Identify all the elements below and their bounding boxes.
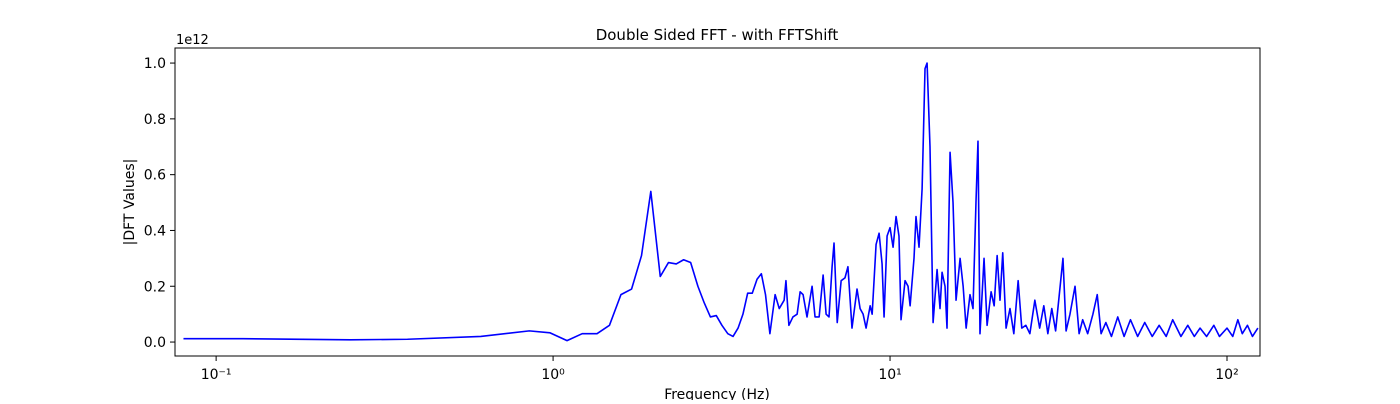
- x-tick-label: 10⁰: [541, 367, 565, 383]
- data-line: [183, 62, 1259, 342]
- x-axis-label: Frequency (Hz): [664, 387, 770, 400]
- y-offset-label: 1e12: [176, 33, 209, 48]
- x-tick-label: 10²: [1215, 367, 1238, 383]
- y-tick-label: 0.6: [144, 168, 166, 184]
- chart-title: Double Sided FFT - with FFTShift: [596, 26, 839, 44]
- y-tick-label: 0.2: [144, 279, 166, 295]
- y-tick-label: 0.8: [144, 112, 166, 128]
- x-tick-label: 10⁻¹: [201, 367, 232, 383]
- y-tick-label: 0.4: [144, 223, 166, 239]
- y-axis-label: |DFT Values|: [122, 159, 138, 246]
- y-tick-label: 1.0: [144, 56, 166, 72]
- plot-frame: [174, 47, 1261, 357]
- x-tick-label: 10¹: [878, 367, 901, 383]
- y-tick-label: 0.0: [144, 335, 166, 351]
